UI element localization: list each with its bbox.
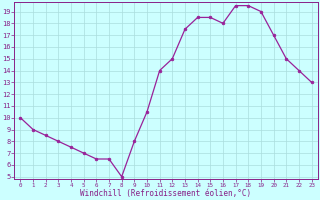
X-axis label: Windchill (Refroidissement éolien,°C): Windchill (Refroidissement éolien,°C) xyxy=(80,189,252,198)
